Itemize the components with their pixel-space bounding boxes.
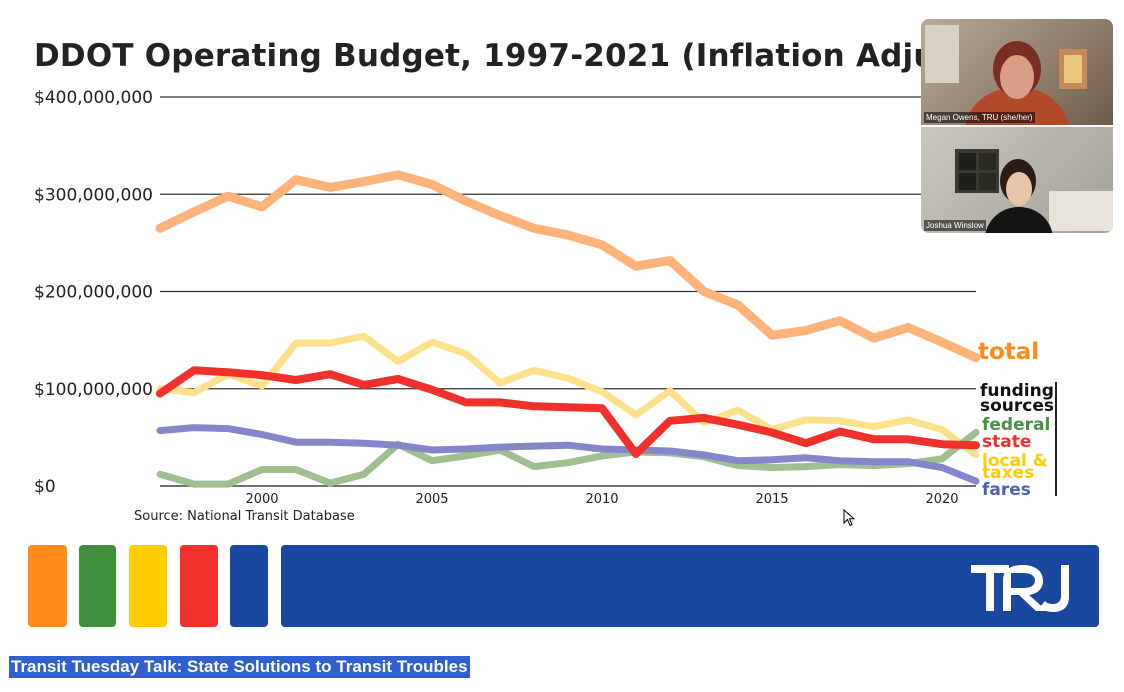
series-line-total: [155, 170, 981, 363]
participant-name: Megan Owens, TRU (she/her): [924, 112, 1035, 123]
video-tile-joshua[interactable]: Joshua Winslow: [921, 127, 1113, 233]
tru-logo: [971, 565, 1069, 612]
series-label-local-taxes: taxes: [982, 463, 1034, 483]
series-label-federal: federal: [982, 415, 1050, 435]
red-color-block: [180, 545, 218, 627]
blue-color-block: [230, 545, 268, 627]
x-tick-label: 2015: [755, 492, 788, 507]
x-tick-label: 2005: [415, 492, 448, 507]
series-line-federal: [156, 429, 980, 488]
mouse-cursor-icon: [843, 509, 855, 527]
yellow-color-block: [129, 545, 167, 627]
y-axis-ticks: $0 $100,000,000 $200,000,000 $300,000,000 $4…: [34, 88, 153, 497]
orange-color-block: [28, 545, 67, 627]
y-tick-label: $100,000,000: [34, 380, 153, 400]
participant-video-icon: [925, 25, 1087, 125]
data-series: [155, 170, 981, 488]
series-label-local-taxes: local &: [982, 451, 1048, 471]
series-label-state: state: [982, 432, 1031, 452]
brand-bar: [281, 545, 1099, 627]
y-tick-label: $200,000,000: [34, 283, 153, 303]
grid-lines: [160, 96, 976, 487]
legend-heading-line: funding: [980, 381, 1054, 401]
series-label-fares: fares: [982, 480, 1031, 500]
video-caption: Transit Tuesday Talk: State Solutions to…: [9, 656, 470, 678]
y-tick-label: $400,000,000: [34, 88, 153, 108]
y-tick-label: $0: [34, 477, 56, 497]
series-line-local-taxes: [156, 332, 980, 459]
x-tick-label: 2010: [585, 492, 618, 507]
video-tile-megan[interactable]: Megan Owens, TRU (she/her): [921, 19, 1113, 125]
chart-title: DDOT Operating Budget, 1997-2021 (Inflat…: [34, 38, 1028, 74]
series-label-total: total: [978, 339, 1039, 365]
series-line-state: [156, 366, 980, 458]
x-tick-label: 2020: [925, 492, 958, 507]
legend-heading-line: sources: [980, 396, 1054, 416]
presentation-slide: DDOT Operating Budget, 1997-2021 (Inflat…: [28, 19, 1113, 627]
x-axis-ticks: 2000 2005 2010 2015 2020: [245, 492, 958, 507]
x-tick-label: 2000: [245, 492, 278, 507]
source-note: Source: National Transit Database: [134, 509, 355, 524]
participant-video-icon: [955, 149, 1113, 233]
budget-line-chart: $0 $100,000,000 $200,000,000 $300,000,000 $4…: [34, 88, 1057, 524]
y-tick-label: $300,000,000: [34, 185, 153, 205]
green-color-block: [79, 545, 116, 627]
participant-name: Joshua Winslow: [924, 220, 986, 231]
series-line-fares: [156, 424, 980, 485]
